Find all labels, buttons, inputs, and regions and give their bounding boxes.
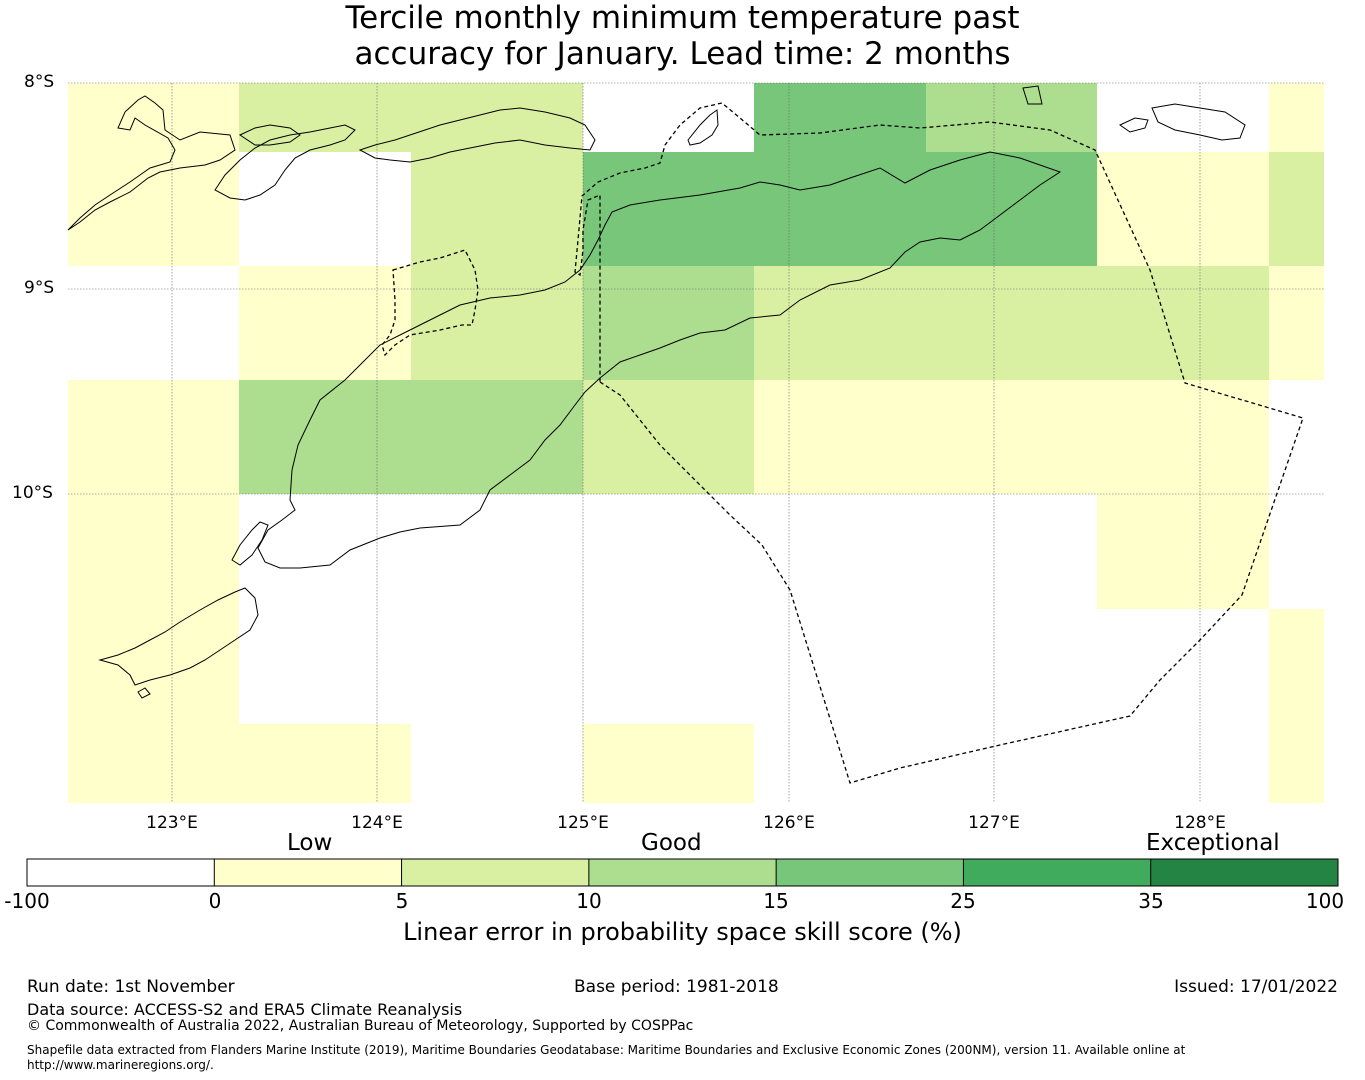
colorbar-category-good: Good [641, 830, 702, 856]
colorbar [26, 858, 1339, 887]
grid-cell [1097, 380, 1269, 494]
grid-cell [1269, 83, 1324, 152]
grid-cell [1097, 494, 1269, 609]
colorbar-dividers [213, 859, 1152, 886]
flores-coast-west [67, 95, 236, 231]
grid-cell [68, 724, 239, 803]
lon-label-128e: 128°E [1174, 813, 1226, 833]
grid-cell [754, 380, 926, 494]
grid-cell [754, 266, 926, 380]
grid-cell [583, 152, 754, 266]
grid-cell [754, 152, 926, 266]
colorbar-category-low: Low [287, 830, 333, 856]
lat-label-8s: 8°S [24, 72, 55, 92]
grid-cell [1097, 266, 1269, 380]
lat-label-10s: 10°S [12, 483, 53, 503]
grid-cell [754, 83, 926, 152]
oecusse-eez [381, 249, 479, 357]
kisar-island [1151, 103, 1246, 141]
colorbar-tick: 25 [950, 889, 976, 913]
grid-cell [1097, 152, 1269, 266]
base-period: Base period: 1981-2018 [574, 977, 779, 997]
grid-cell [68, 83, 239, 152]
colorbar-tick: 100 [1305, 889, 1345, 913]
eez-boundary [381, 102, 1304, 784]
grid-cell [1269, 152, 1324, 266]
grid-cell [68, 152, 239, 266]
rote-small [137, 687, 151, 699]
colorbar-segment [214, 859, 403, 886]
timor-leste-eez [574, 102, 1304, 784]
flores-coast-east [214, 124, 356, 201]
issued-date: Issued: 17/01/2022 [1174, 977, 1338, 997]
grid-cell [583, 266, 754, 380]
lon-label-125e: 125°E [557, 813, 609, 833]
copyright: © Commonwealth of Australia 2022, Austra… [27, 1018, 694, 1034]
colorbar-segment [401, 859, 590, 886]
grid-cell [239, 83, 411, 152]
colorbar-category-exceptional: Exceptional [1146, 830, 1280, 856]
solor-coast [238, 124, 301, 146]
colorbar-tick: 35 [1138, 889, 1164, 913]
grid-cell [1269, 266, 1324, 380]
colorbar-tick: 0 [208, 889, 222, 913]
map-title: Tercile monthly minimum temperature past… [0, 0, 1365, 72]
grid-cell [411, 266, 583, 380]
grid-cell [1269, 609, 1324, 724]
colorbar-frame [26, 858, 1339, 887]
grid-cell [411, 380, 583, 494]
grid-cell [583, 724, 754, 803]
grid-cell [68, 494, 239, 609]
colorbar-tick: -100 [4, 889, 50, 913]
data-source: Data source: ACCESS-S2 and ERA5 Climate … [27, 1000, 463, 1019]
colorbar-segment [1150, 859, 1339, 886]
grid-cell [926, 266, 1097, 380]
grid-cell [1269, 724, 1324, 803]
grid-cell [411, 152, 583, 266]
graticule [68, 82, 1324, 803]
semau-island [231, 521, 269, 566]
grid-cell [239, 724, 411, 803]
timor-island-coast [257, 151, 1062, 569]
colorbar-segments [27, 859, 1339, 886]
sawu-rote-coast [98, 587, 259, 686]
colorbar-tick: 10 [576, 889, 602, 913]
wetar-island-east [1119, 117, 1149, 133]
atauro-island [687, 109, 719, 146]
grid-cell [926, 380, 1097, 494]
skill-grid [68, 83, 1324, 803]
grid-cell [68, 609, 239, 724]
title-line-2: accuracy for January. Lead time: 2 month… [354, 36, 1011, 72]
grid-cell [583, 380, 754, 494]
lon-label-126e: 126°E [763, 813, 815, 833]
colorbar-segment [27, 859, 215, 886]
grid-cell [239, 266, 411, 380]
lon-label-123e: 123°E [146, 813, 198, 833]
alor-coast [358, 107, 596, 163]
colorbar-segment [963, 859, 1152, 886]
grid-cell [926, 83, 1097, 152]
colorbar-segment [776, 859, 964, 886]
run-date: Run date: 1st November [27, 977, 235, 997]
grid-cell [926, 152, 1097, 266]
title-line-1: Tercile monthly minimum temperature past [345, 0, 1020, 36]
lat-label-9s: 9°S [24, 278, 55, 298]
wetar-island-west [1022, 85, 1043, 105]
lon-label-127e: 127°E [968, 813, 1020, 833]
grid-cell [239, 380, 411, 494]
colorbar-tick: 15 [763, 889, 789, 913]
colorbar-tick: 5 [395, 889, 409, 913]
colorbar-label: Linear error in probability space skill … [403, 918, 962, 946]
colorbar-segment [588, 859, 777, 886]
shapefile-credit: Shapefile data extracted from Flanders M… [27, 1043, 1186, 1072]
lon-label-124e: 124°E [351, 813, 403, 833]
coastlines [67, 85, 1246, 699]
grid-cell [68, 380, 239, 494]
grid-cell [411, 83, 583, 152]
